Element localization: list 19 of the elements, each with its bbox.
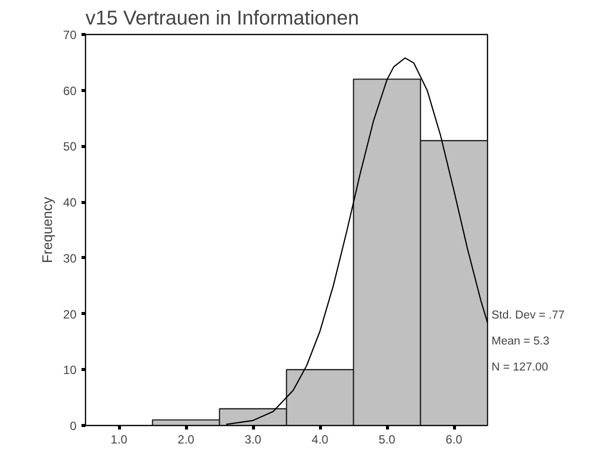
y-tick-label: 30 <box>63 251 77 266</box>
x-tick-label: 3.0 <box>244 432 262 446</box>
text: N = 127.00 <box>492 362 548 374</box>
y-tick-label: 0 <box>70 419 77 433</box>
y-tick-label: 40 <box>63 196 77 210</box>
y-axis-title: Frequency <box>39 196 56 264</box>
x-tick-label: 6.0 <box>446 432 463 446</box>
y-tick-label: 50 <box>63 140 77 154</box>
x-tick-label: 1.0 <box>110 432 128 446</box>
chart-title: v15 Vertrauen in Informationen <box>86 8 360 30</box>
y-tick-label: 70 <box>63 28 77 42</box>
x-tick-label: 5.0 <box>378 432 396 446</box>
x-tick-label: 2.0 <box>178 432 195 446</box>
y-tick-label: 10 <box>63 363 77 378</box>
y-tick-label: 60 <box>63 84 77 98</box>
y-tick-label: 20 <box>63 307 77 322</box>
text: Mean = 5.3 <box>492 336 550 348</box>
x-tick-label: 4.0 <box>312 432 329 446</box>
text: Std. Dev = .77 <box>492 310 565 322</box>
